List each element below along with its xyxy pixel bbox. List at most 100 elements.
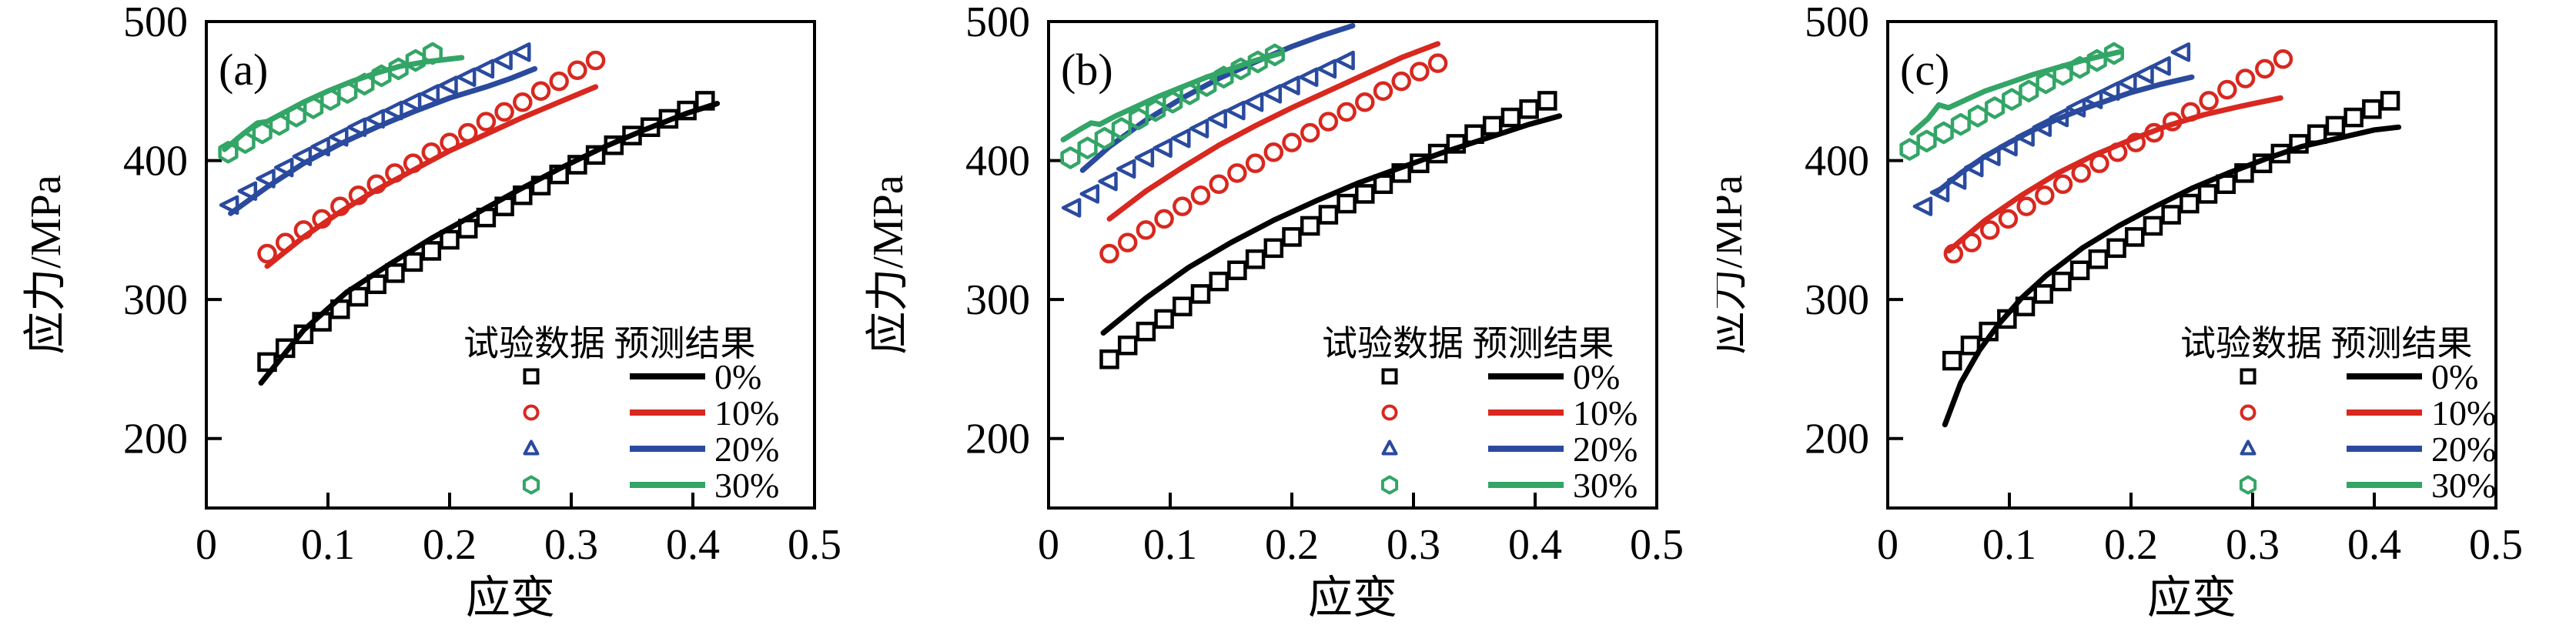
exp-marker-0% bbox=[1519, 99, 1539, 119]
exp-marker-30% bbox=[1264, 43, 1285, 67]
legend-label-0%: 0% bbox=[714, 357, 761, 396]
exp-marker-30% bbox=[2103, 42, 2124, 65]
pred-line-20% bbox=[228, 65, 538, 216]
exp-marker-10% bbox=[1099, 243, 1119, 264]
exp-marker-20% bbox=[292, 146, 313, 166]
panel-tag: (a) bbox=[219, 45, 268, 95]
exp-marker-0% bbox=[1300, 216, 1320, 236]
x-tick-label: 0.2 bbox=[1265, 521, 1319, 569]
exp-markers-20% bbox=[219, 42, 531, 216]
exp-marker-0% bbox=[330, 299, 350, 319]
exp-marker-20% bbox=[1912, 196, 1933, 216]
exp-marker-0% bbox=[494, 196, 514, 216]
y-tick-label: 300 bbox=[123, 276, 188, 324]
exp-marker-10% bbox=[2235, 69, 2256, 89]
legend-header: 试验数据 预测结果 bbox=[463, 324, 756, 363]
exp-marker-0% bbox=[2033, 284, 2053, 304]
legend-label-30%: 30% bbox=[714, 466, 779, 505]
exp-marker-10% bbox=[1209, 174, 1229, 195]
panel-tag: (b) bbox=[1061, 45, 1113, 95]
exp-marker-0% bbox=[440, 229, 460, 250]
exp-marker-20% bbox=[365, 109, 385, 129]
legend-label-10%: 10% bbox=[2431, 393, 2496, 433]
axis-frame bbox=[205, 20, 816, 510]
exp-marker-10% bbox=[530, 81, 551, 102]
exp-marker-0% bbox=[293, 324, 314, 345]
exp-marker-20% bbox=[2015, 127, 2035, 147]
x-tick-label: 0 bbox=[1877, 521, 1899, 569]
legend-marker-0% bbox=[1381, 368, 1398, 385]
legend-marker-20% bbox=[1381, 440, 1398, 456]
exp-marker-0% bbox=[530, 175, 551, 196]
exp-marker-10% bbox=[2273, 49, 2293, 69]
exp-marker-10% bbox=[275, 232, 296, 252]
exp-marker-20% bbox=[1098, 171, 1118, 192]
exp-marker-0% bbox=[604, 135, 624, 155]
exp-marker-20% bbox=[511, 42, 531, 62]
legend-marker-30% bbox=[522, 475, 540, 495]
exp-marker-10% bbox=[1998, 209, 2019, 229]
y-tick-label: 400 bbox=[965, 138, 1030, 185]
exp-marker-10% bbox=[585, 50, 606, 71]
exp-marker-0% bbox=[2325, 115, 2346, 136]
exp-marker-0% bbox=[695, 91, 715, 111]
stress-strain-panel-b: 0 0.1 0.2 0.3 0.4 0.5 200 300 400 500 应变 应力/MPa (b) 试… bbox=[858, 0, 1717, 625]
exp-marker-10% bbox=[1227, 163, 1247, 183]
exp-marker-0% bbox=[1154, 309, 1174, 329]
x-tick-label: 0 bbox=[196, 521, 217, 569]
exp-marker-20% bbox=[346, 117, 367, 137]
exp-marker-0% bbox=[1117, 335, 1138, 356]
exp-marker-0% bbox=[1355, 184, 1375, 204]
exp-marker-0% bbox=[677, 100, 697, 121]
legend-marker-20% bbox=[523, 440, 540, 456]
exp-marker-30% bbox=[1950, 112, 1971, 136]
exp-marker-0% bbox=[2289, 134, 2309, 154]
exp-marker-0% bbox=[2343, 107, 2364, 128]
exp-marker-10% bbox=[440, 132, 460, 152]
exp-marker-0% bbox=[1960, 335, 1981, 356]
exp-marker-0% bbox=[585, 145, 606, 165]
legend-label-20%: 20% bbox=[1573, 429, 1638, 469]
exp-marker-20% bbox=[401, 92, 422, 112]
exp-marker-20% bbox=[310, 136, 330, 157]
exp-marker-10% bbox=[476, 112, 497, 132]
exp-marker-0% bbox=[1173, 296, 1193, 316]
exp-marker-10% bbox=[1190, 185, 1211, 206]
x-tick-label: 0.1 bbox=[1982, 521, 2036, 569]
exp-markers-30% bbox=[218, 42, 443, 164]
exp-marker-10% bbox=[1263, 142, 1284, 162]
x-axis-label: 应变 bbox=[466, 573, 555, 623]
exp-marker-30% bbox=[303, 96, 324, 119]
exp-marker-0% bbox=[549, 164, 569, 185]
y-tick-label: 200 bbox=[1805, 416, 1869, 463]
exp-marker-10% bbox=[385, 163, 405, 183]
legend-marker-30% bbox=[1380, 475, 1399, 495]
exp-marker-0% bbox=[2015, 296, 2036, 316]
exp-marker-0% bbox=[275, 338, 296, 359]
panel-tag: (c) bbox=[1900, 45, 1949, 95]
exp-marker-10% bbox=[1117, 232, 1138, 252]
exp-marker-20% bbox=[1116, 159, 1136, 179]
exp-marker-0% bbox=[1190, 284, 1211, 304]
exp-marker-10% bbox=[1427, 53, 1448, 73]
exp-marker-10% bbox=[330, 196, 350, 216]
exp-markers-20% bbox=[1912, 42, 2191, 216]
legend-header: 试验数据 预测结果 bbox=[1322, 324, 1614, 363]
exp-marker-0% bbox=[1136, 321, 1156, 342]
y-tick-label: 500 bbox=[123, 0, 188, 46]
exp-marker-0% bbox=[312, 312, 332, 332]
legend-marker-10% bbox=[523, 404, 540, 421]
y-tick-label: 500 bbox=[1805, 0, 1869, 46]
exp-marker-0% bbox=[513, 185, 533, 206]
exp-marker-10% bbox=[2071, 163, 2091, 183]
exp-marker-20% bbox=[2099, 81, 2120, 102]
exp-marker-20% bbox=[2066, 98, 2086, 118]
exp-marker-10% bbox=[1337, 102, 1357, 122]
exp-marker-10% bbox=[2089, 153, 2109, 173]
exp-marker-10% bbox=[1154, 209, 1174, 229]
exp-markers-10% bbox=[1943, 49, 2293, 264]
exp-marker-20% bbox=[1079, 184, 1100, 204]
